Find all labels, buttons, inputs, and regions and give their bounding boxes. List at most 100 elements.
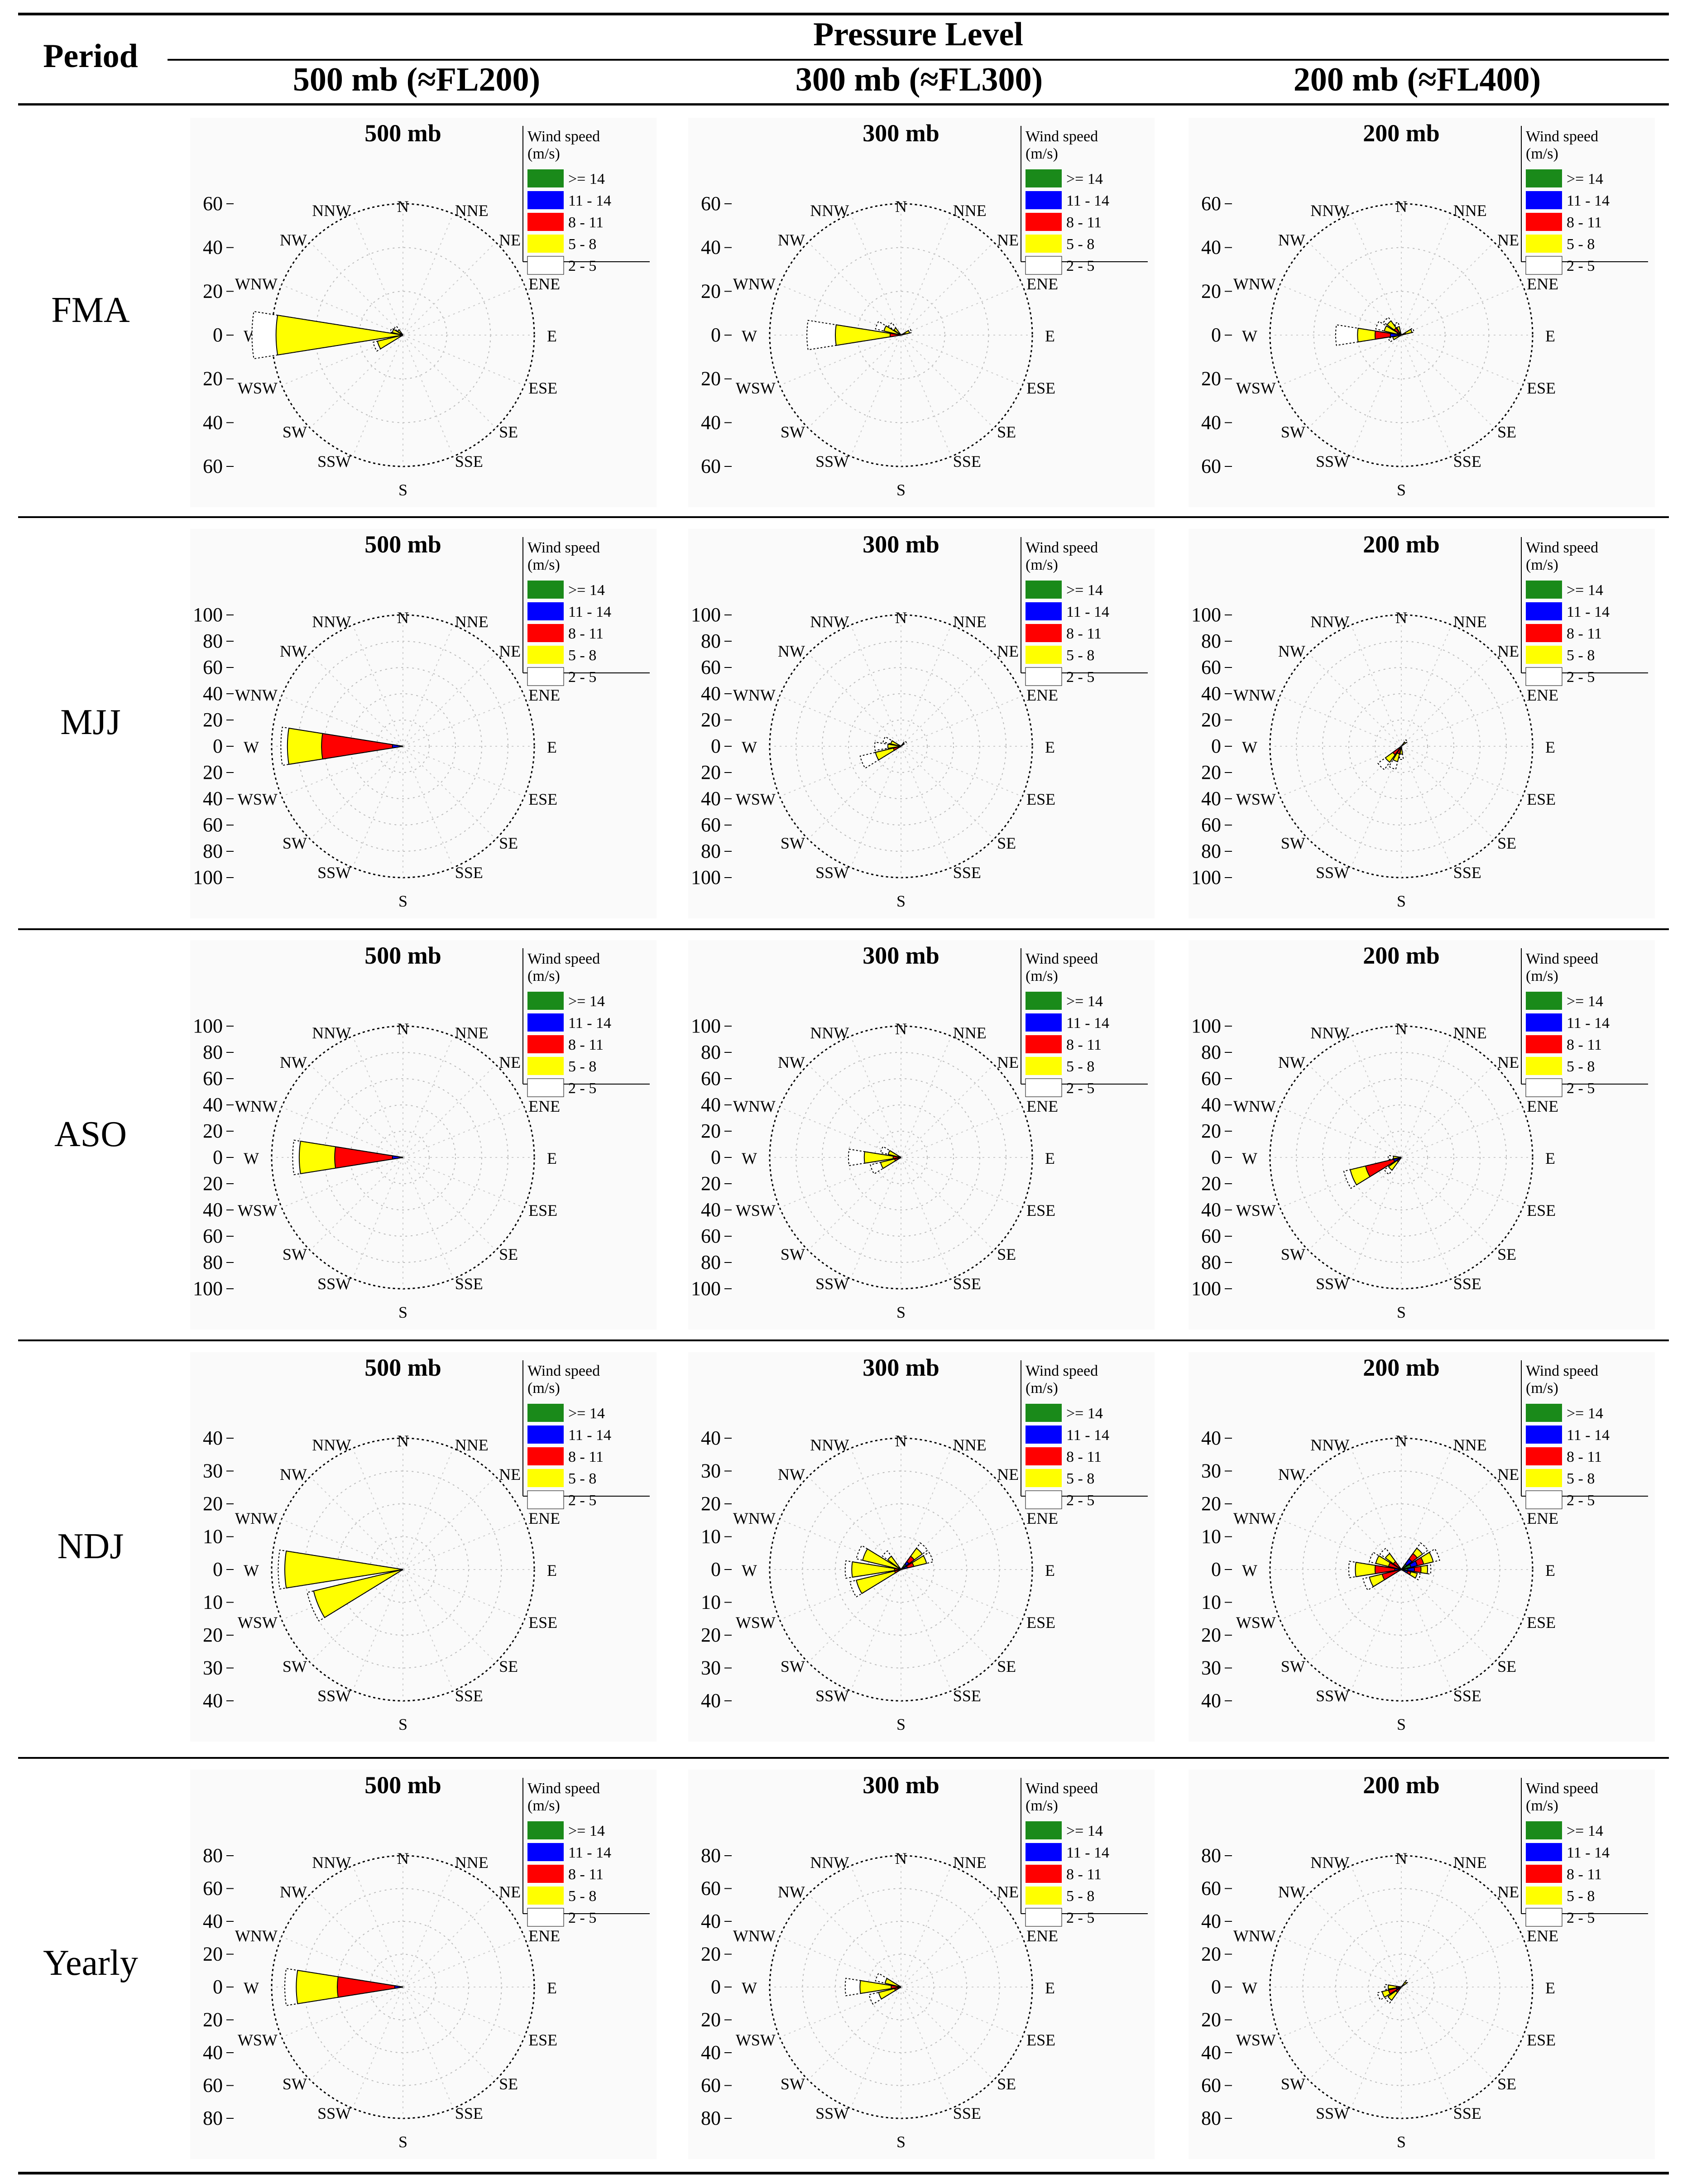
y-tick-label: 60 [203, 814, 223, 836]
petal-w [863, 1151, 901, 1164]
petal-sw [1396, 1157, 1402, 1162]
grid-spoke [1401, 1448, 1452, 1570]
grid-spoke [901, 1987, 952, 2109]
panel-title: 300 mb [863, 531, 939, 558]
legend-label: 2 - 5 [1567, 669, 1595, 686]
y-tick-label: 10 [1201, 1591, 1221, 1613]
direction-label: WSW [736, 790, 776, 808]
legend-label: 2 - 5 [568, 1910, 596, 1926]
windrose-mjj-300mb: 300 mb N NNE NE ENE E ESE SE SSE S SSW SW WSW W WNW NW N… [688, 529, 1155, 918]
legend-swatch [1026, 1469, 1062, 1487]
direction-label: S [398, 2133, 407, 2151]
period-label-fma: FMA [51, 290, 130, 330]
legend-label: 5 - 8 [1567, 1470, 1595, 1487]
legend-label: 5 - 8 [1567, 647, 1595, 664]
direction-label: SW [781, 2075, 805, 2093]
direction-label: SE [1497, 423, 1516, 441]
row-divider [18, 1757, 1669, 1759]
grid-spoke [352, 335, 403, 457]
direction-label: NE [997, 231, 1019, 249]
y-tick-label: 20 [1201, 1943, 1221, 1965]
grid-spoke [1280, 1936, 1402, 1987]
y-tick-label: 20 [203, 1120, 223, 1142]
grid-spoke [901, 1987, 994, 2080]
grid-spoke [901, 1157, 1023, 1208]
y-tick-label: 40 [203, 1690, 223, 1712]
direction-label: WNW [1233, 1927, 1276, 1945]
legend-title: (m/s) [527, 145, 560, 162]
legend-title: Wind speed [1526, 539, 1598, 556]
grid-spoke [901, 1569, 1023, 1620]
direction-label: NE [1497, 1883, 1519, 1901]
panel-title: 500 mb [364, 531, 441, 558]
y-tick-label: 80 [203, 1251, 223, 1273]
direction-label: SSE [455, 1275, 483, 1293]
legend-title: Wind speed [1526, 1780, 1598, 1797]
legend-label: >= 14 [1066, 993, 1103, 1010]
petal-wnw [862, 1548, 901, 1570]
grid-spoke [850, 1448, 901, 1570]
direction-label: SSW [815, 452, 849, 470]
legend-label: 11 - 14 [1066, 1015, 1109, 1032]
legend-swatch [1026, 191, 1062, 209]
petal-w [1393, 1156, 1402, 1159]
legend-title: Wind speed [527, 1363, 600, 1379]
legend-label: >= 14 [568, 1405, 605, 1422]
grid-spoke [403, 1569, 496, 1663]
legend-swatch [1526, 602, 1562, 620]
y-tick-label: 40 [1201, 1094, 1221, 1116]
direction-label: ENE [528, 1927, 560, 1945]
legend-title: Wind speed [1526, 950, 1598, 967]
legend-swatch [527, 235, 564, 253]
legend-title: (m/s) [527, 557, 560, 573]
direction-label: E [547, 1149, 557, 1167]
grid-spoke [1308, 1157, 1402, 1251]
y-tick-label: 0 [213, 735, 223, 757]
legend-label: 2 - 5 [1066, 258, 1094, 274]
y-tick-label: 80 [701, 1041, 721, 1063]
y-tick-label: 30 [1201, 1460, 1221, 1482]
y-tick-label: 100 [1191, 1277, 1221, 1300]
legend-label: 2 - 5 [568, 669, 596, 686]
direction-label: SSW [317, 1687, 351, 1705]
grid-spoke [352, 1569, 403, 1691]
grid-spoke [850, 1987, 901, 2109]
legend-title: (m/s) [1526, 145, 1558, 162]
direction-label: NE [1497, 1465, 1519, 1483]
petal-w [1375, 1565, 1402, 1574]
petal-sw [1395, 1987, 1402, 1993]
legend-label: 8 - 11 [1567, 1037, 1602, 1053]
y-tick-label: 100 [193, 866, 223, 888]
period-label-yearly: Yearly [43, 1943, 138, 1983]
y-tick-label: 100 [193, 1277, 223, 1300]
y-tick-label: 100 [691, 1277, 721, 1300]
y-tick-label: 40 [203, 682, 223, 705]
y-tick-label: 0 [711, 324, 721, 346]
legend-label: >= 14 [568, 582, 605, 599]
grid-spoke [901, 1987, 1023, 2038]
direction-label: ENE [528, 275, 560, 293]
grid-spoke [1401, 1036, 1452, 1158]
petal-w [334, 1146, 403, 1169]
legend-label: 2 - 5 [1066, 1080, 1094, 1097]
direction-label: NNE [953, 1436, 987, 1454]
direction-label: E [1045, 1561, 1055, 1579]
grid-spoke [1308, 1894, 1402, 1987]
y-tick-label: 60 [701, 2074, 721, 2097]
direction-label: SSW [1316, 1275, 1349, 1293]
panel-background [688, 1770, 1155, 2159]
direction-label: NNE [1453, 1436, 1487, 1454]
grid-spoke [1401, 242, 1495, 336]
y-tick-label: 60 [701, 814, 721, 836]
y-tick-label: 40 [203, 1910, 223, 1932]
petal-wsw [377, 335, 403, 350]
legend-swatch [527, 1078, 564, 1097]
direction-label: NNW [1310, 1024, 1349, 1042]
direction-label: NE [997, 642, 1019, 660]
petal-w [392, 744, 403, 749]
legend-label: 8 - 11 [1066, 1866, 1102, 1883]
direction-label: NW [778, 231, 805, 249]
direction-label: SE [1497, 1245, 1516, 1263]
direction-label: E [1045, 1149, 1055, 1167]
legend-label: >= 14 [1066, 171, 1103, 187]
